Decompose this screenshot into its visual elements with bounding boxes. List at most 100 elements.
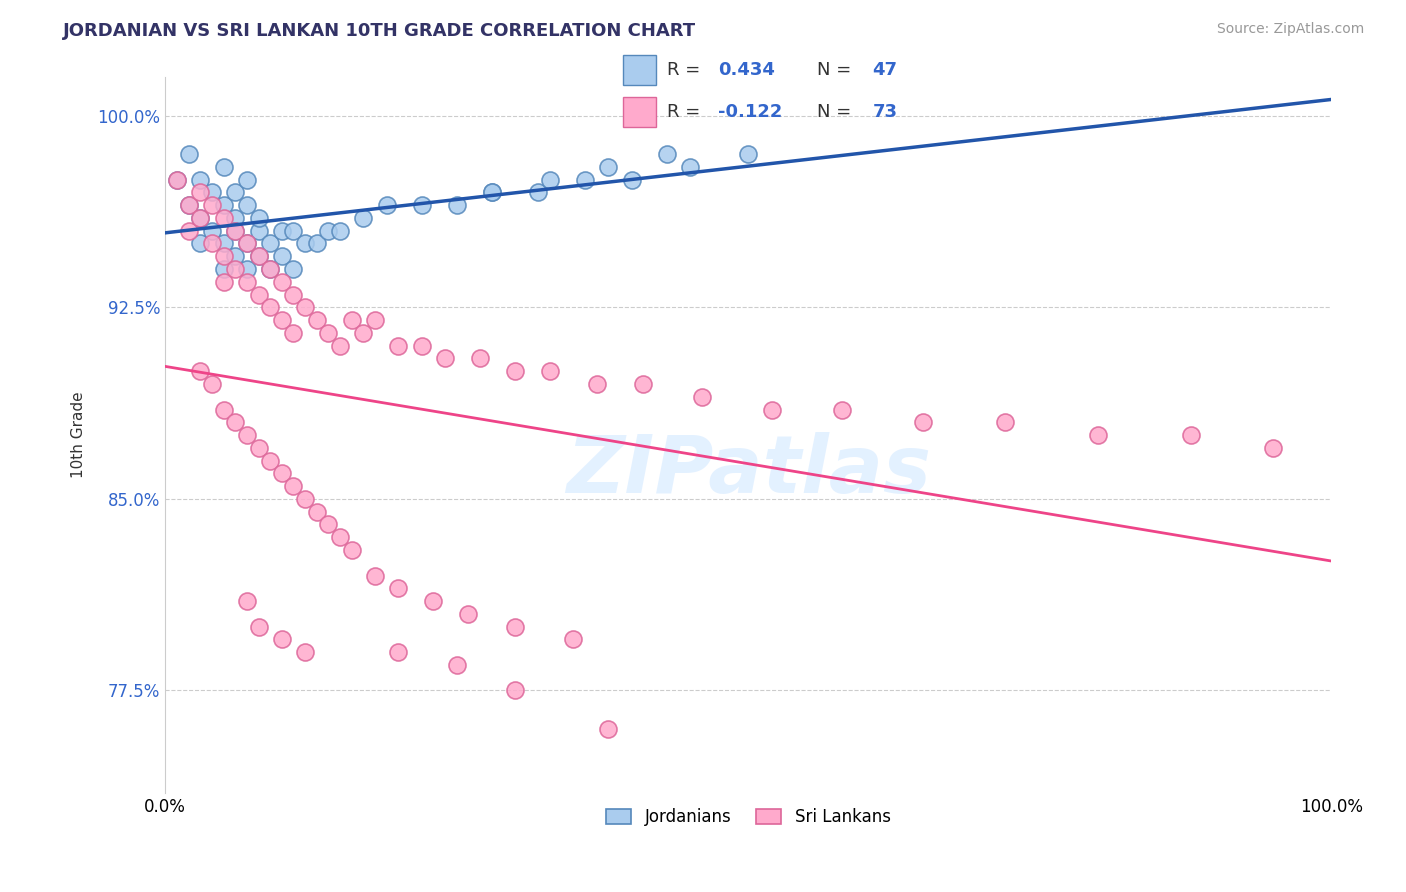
Point <box>212 236 235 251</box>
Point <box>212 402 235 417</box>
Point <box>585 376 607 391</box>
Y-axis label: 10th Grade: 10th Grade <box>72 392 86 478</box>
Point <box>387 338 409 352</box>
Point <box>270 249 292 263</box>
Point <box>294 491 316 506</box>
Point <box>353 211 375 225</box>
Point <box>247 287 270 301</box>
Point <box>562 632 585 647</box>
Point <box>259 262 281 277</box>
Point <box>503 364 526 378</box>
FancyBboxPatch shape <box>623 97 657 127</box>
Point <box>212 275 235 289</box>
FancyBboxPatch shape <box>623 55 657 85</box>
Point <box>188 364 211 378</box>
Point <box>1087 428 1109 442</box>
Point <box>305 236 328 251</box>
Text: JORDANIAN VS SRI LANKAN 10TH GRADE CORRELATION CHART: JORDANIAN VS SRI LANKAN 10TH GRADE CORRE… <box>63 22 696 40</box>
Point <box>481 186 503 200</box>
Point <box>994 415 1017 429</box>
Point <box>598 160 620 174</box>
Point <box>294 236 316 251</box>
Point <box>177 198 200 212</box>
Point <box>188 211 211 225</box>
Point <box>387 645 409 659</box>
Point <box>236 262 259 277</box>
Point <box>375 198 398 212</box>
Point <box>318 224 340 238</box>
Point <box>318 517 340 532</box>
Point <box>598 722 620 736</box>
Point <box>294 645 316 659</box>
Point <box>422 594 444 608</box>
Point <box>294 301 316 315</box>
Text: R =: R = <box>668 103 706 121</box>
Point <box>305 313 328 327</box>
Point <box>912 415 935 429</box>
Point <box>188 186 211 200</box>
Point <box>305 505 328 519</box>
Point <box>468 351 491 366</box>
Point <box>329 530 352 544</box>
Point <box>481 186 503 200</box>
Point <box>236 236 259 251</box>
Point <box>247 441 270 455</box>
Point <box>212 211 235 225</box>
Point <box>574 172 596 186</box>
Point <box>177 147 200 161</box>
Point <box>188 211 211 225</box>
Point <box>353 326 375 340</box>
Text: 47: 47 <box>872 61 897 78</box>
Point <box>364 568 387 582</box>
Point <box>503 619 526 633</box>
Point <box>247 249 270 263</box>
Point <box>434 351 457 366</box>
Point <box>236 428 259 442</box>
Point <box>318 326 340 340</box>
Point <box>247 619 270 633</box>
Point <box>655 147 678 161</box>
Point <box>247 249 270 263</box>
Point <box>270 224 292 238</box>
Point <box>411 338 433 352</box>
Text: 73: 73 <box>872 103 897 121</box>
Point <box>270 632 292 647</box>
Text: Source: ZipAtlas.com: Source: ZipAtlas.com <box>1216 22 1364 37</box>
Text: 0.434: 0.434 <box>718 61 775 78</box>
Point <box>247 224 270 238</box>
Text: N =: N = <box>817 103 856 121</box>
Point <box>236 275 259 289</box>
Point <box>270 275 292 289</box>
Point <box>224 249 246 263</box>
Point <box>188 236 211 251</box>
Point <box>283 224 305 238</box>
Point <box>224 415 246 429</box>
Point <box>831 402 853 417</box>
Point <box>212 160 235 174</box>
Point <box>224 224 246 238</box>
Point <box>259 236 281 251</box>
Point <box>236 198 259 212</box>
Point <box>259 453 281 467</box>
Point <box>166 172 188 186</box>
Point <box>387 582 409 596</box>
Point <box>201 198 224 212</box>
Point <box>679 160 702 174</box>
Point <box>236 236 259 251</box>
Point <box>329 338 352 352</box>
Point <box>212 249 235 263</box>
Point <box>283 479 305 493</box>
Point <box>224 224 246 238</box>
Point <box>270 467 292 481</box>
Point <box>690 390 713 404</box>
Point <box>201 186 224 200</box>
Point <box>620 172 643 186</box>
Point <box>224 186 246 200</box>
Point <box>329 224 352 238</box>
Point <box>283 326 305 340</box>
Point <box>527 186 550 200</box>
Text: ZIPatlas: ZIPatlas <box>565 432 931 510</box>
Point <box>188 172 211 186</box>
Point <box>538 364 561 378</box>
Point <box>201 224 224 238</box>
